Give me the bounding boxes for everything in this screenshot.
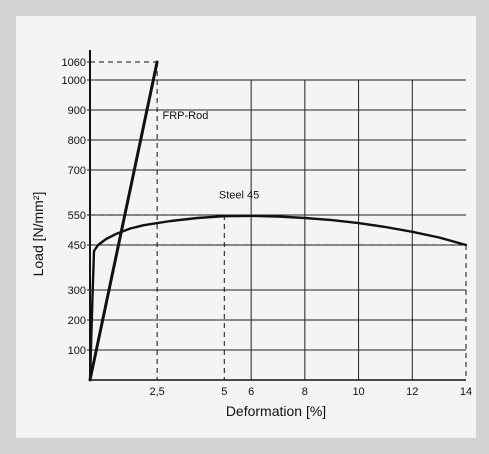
x-tick-label: 6	[248, 386, 254, 398]
grid	[90, 79, 466, 380]
x-tick-label: 12	[406, 386, 418, 398]
y-tick-label: 700	[68, 165, 86, 177]
y-axis-label: Load [N/mm²]	[30, 192, 46, 277]
series-line-frp-rod	[88, 60, 159, 382]
chart-frame: 100 200 300 450 550 700 800 900 1000 1060 2,5 5 6 8 10…	[16, 16, 476, 438]
series-label: FRP-Rod	[163, 110, 209, 122]
x-tick-label: 10	[352, 386, 364, 398]
load-deformation-chart: 100 200 300 450 550 700 800 900 1000 1060 2,5 5 6 8 10…	[30, 50, 473, 419]
y-tick-label: 550	[68, 210, 86, 222]
x-axis-label: Deformation [%]	[226, 403, 326, 419]
y-tick-label: 1000	[62, 75, 86, 87]
series	[88, 60, 468, 382]
y-tick-label: 800	[68, 135, 86, 147]
y-tick-label: 450	[68, 240, 86, 252]
series-label: Steel 45	[219, 190, 259, 202]
y-tick-label: 200	[68, 315, 86, 327]
y-tick-label: 100	[68, 345, 86, 357]
x-tick-label: 5	[221, 386, 227, 398]
reference-lines	[90, 61, 467, 380]
y-tick-label: 1060	[62, 57, 86, 69]
series-line-steel-45	[88, 214, 468, 382]
axes	[87, 50, 466, 381]
tick-labels: 100 200 300 450 550 700 800 900 1000 1060 2,5 5 6 8 10…	[62, 57, 473, 398]
x-tick-label: 8	[302, 386, 308, 398]
x-tick-label: 2,5	[149, 386, 164, 398]
y-tick-label: 300	[68, 285, 86, 297]
x-tick-label: 14	[460, 386, 472, 398]
y-tick-label: 900	[68, 105, 86, 117]
series-labels: FRP-Rod Steel 45	[163, 110, 260, 202]
